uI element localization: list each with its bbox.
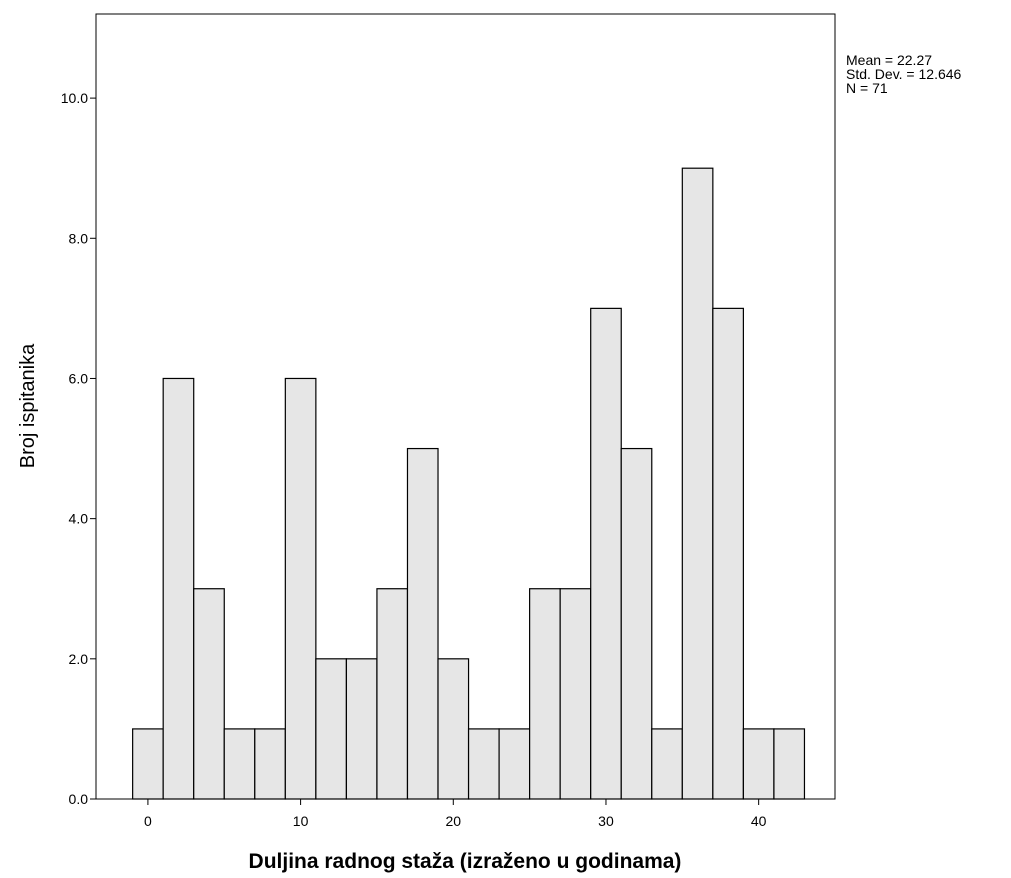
- histogram-bar: [773, 728, 806, 800]
- plot-frame: [95, 13, 836, 800]
- histogram-bar: [254, 728, 286, 800]
- y-tick-label: 4.0: [69, 511, 89, 527]
- x-tick-label: 30: [598, 813, 614, 829]
- y-tick-label: 2.0: [69, 651, 89, 667]
- histogram-bar: [376, 588, 409, 800]
- x-tick-label: 0: [144, 813, 152, 829]
- histogram-bar: [681, 167, 714, 800]
- statistics-box: Mean = 22.27 Std. Dev. = 12.646 N = 71: [846, 53, 961, 95]
- x-tick-label: 20: [445, 813, 461, 829]
- stat-n: N = 71: [846, 80, 888, 96]
- histogram-bar: [712, 307, 744, 800]
- stat-std-dev: Std. Dev. = 12.646: [846, 66, 962, 82]
- histogram-bar: [742, 728, 775, 800]
- histogram-bar: [132, 728, 164, 800]
- stat-mean: Mean = 22.27: [846, 52, 933, 68]
- histogram-bar: [193, 588, 225, 800]
- histogram-bar: [406, 447, 439, 800]
- histogram-bar: [620, 447, 653, 800]
- histogram-bar: [590, 307, 622, 800]
- histogram-bar: [437, 658, 470, 800]
- y-tick-label: 8.0: [69, 230, 89, 246]
- x-axis-label: Duljina radnog staža (izraženo u godinam…: [249, 850, 682, 873]
- y-tick-label: 10.0: [61, 90, 88, 106]
- y-tick-label: 6.0: [69, 370, 89, 386]
- y-tick-label: 0.0: [69, 791, 89, 807]
- histogram-bar: [467, 728, 500, 800]
- y-axis-label: Broj ispitanika: [17, 343, 39, 468]
- histogram-bar: [223, 728, 256, 800]
- x-tick-label: 10: [293, 813, 309, 829]
- histogram-bar: [498, 728, 531, 800]
- histogram-bar: [345, 658, 378, 800]
- histogram-bar: [651, 728, 683, 800]
- histogram-bar: [284, 377, 317, 800]
- histogram-bar: [559, 588, 592, 800]
- histogram-bar: [529, 588, 561, 800]
- histogram-bar: [315, 658, 348, 800]
- x-tick-label: 40: [751, 813, 767, 829]
- histogram-bar: [162, 377, 195, 800]
